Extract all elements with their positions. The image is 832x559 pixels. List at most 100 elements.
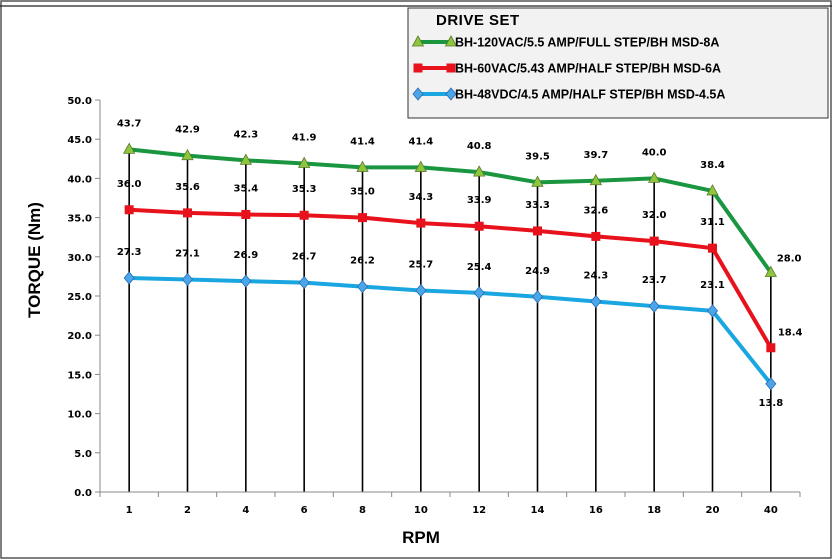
data-label: 27.1 — [175, 249, 200, 260]
data-label: 36.0 — [117, 179, 142, 190]
data-label: 40.0 — [642, 147, 667, 158]
data-label: 26.9 — [233, 250, 258, 261]
data-label: 25.4 — [467, 262, 492, 273]
series-3-point — [473, 286, 485, 300]
x-tick-label: 40 — [764, 505, 778, 516]
y-tick-label: 45.0 — [67, 135, 92, 146]
y-tick-label: 25.0 — [67, 292, 92, 303]
legend-label-1: BH-120VAC/5.5 AMP/FULL STEP/BH MSD-8A — [455, 36, 719, 50]
data-label: 24.9 — [525, 266, 550, 277]
data-label: 32.6 — [583, 205, 608, 216]
series-2-point — [474, 221, 484, 231]
legend-box — [407, 7, 829, 119]
series-3-point — [298, 276, 310, 290]
data-label: 26.7 — [292, 252, 317, 263]
data-label: 31.1 — [700, 217, 725, 228]
series-1-point — [297, 156, 311, 168]
x-tick-label: 14 — [531, 505, 545, 516]
y-tick-label: 10.0 — [67, 410, 92, 421]
data-label: 38.4 — [700, 160, 725, 171]
legend-items: BH-120VAC/5.5 AMP/FULL STEP/BH MSD-8A BH-… — [411, 35, 725, 102]
data-label: 35.0 — [350, 187, 375, 198]
legend-label-3: BH-48VDC/4.5 AMP/HALF STEP/BH MSD-4.5A — [455, 88, 725, 102]
series-2-point — [183, 208, 192, 218]
legend: DRIVE SET BH-120VAC/5.5 AMP/FULL STEP/BH… — [407, 7, 829, 119]
legend-marker-1 — [444, 35, 458, 47]
series-1-point — [764, 265, 778, 277]
legend-marker-2 — [446, 63, 456, 73]
x-tick-label: 8 — [359, 505, 366, 516]
series-1-point — [239, 153, 253, 165]
data-label: 39.5 — [525, 151, 550, 162]
series-2-point — [766, 343, 776, 353]
x-axis-title: RPM — [402, 528, 440, 547]
y-tick-label: 15.0 — [67, 370, 92, 381]
series-1-point — [181, 148, 194, 161]
data-label: 26.2 — [350, 256, 375, 267]
data-label: 39.7 — [583, 150, 608, 161]
series-line-1 — [128, 147, 773, 274]
y-axis-title: TORQUE (Nm) — [25, 202, 44, 318]
series-3-point — [531, 290, 544, 304]
series-1-point — [122, 142, 136, 154]
series-1-point — [472, 165, 486, 177]
y-tick-labels: 0.0 5.0 10.0 15.0 20.0 25.0 30.0 35.0 40.0 45.0 50… — [67, 96, 92, 499]
series-1-point — [356, 160, 369, 172]
data-label: 41.4 — [350, 136, 375, 147]
data-label: 33.9 — [467, 195, 492, 206]
data-label: 40.8 — [467, 141, 492, 152]
x-tick-label: 20 — [706, 505, 720, 516]
data-label: 18.4 — [778, 328, 803, 339]
legend-marker-3 — [445, 87, 457, 101]
x-tick-label: 6 — [301, 505, 308, 516]
series-3-point — [415, 283, 427, 298]
x-tick-label: 18 — [647, 505, 661, 516]
legend-label-2: BH-60VAC/5.43 AMP/HALF STEP/BH MSD-6A — [455, 62, 721, 76]
data-label: 35.6 — [175, 182, 200, 193]
y-tick-label: 35.0 — [67, 214, 92, 225]
legend-marker-2 — [413, 63, 423, 73]
data-label: 24.3 — [583, 270, 608, 281]
legend-title: DRIVE SET — [436, 12, 520, 29]
legend-marker-3 — [412, 87, 424, 101]
data-label: 32.0 — [642, 210, 667, 221]
data-label: 42.3 — [233, 129, 258, 140]
series-3-point — [765, 377, 777, 391]
series-2-point — [708, 243, 717, 253]
data-label: 27.3 — [117, 247, 142, 258]
data-label: 41.4 — [408, 136, 433, 147]
legend-marker-1 — [411, 35, 425, 47]
series-2-point — [649, 236, 659, 246]
series-2-point — [358, 213, 367, 223]
series-1-point — [647, 171, 661, 183]
data-label: 25.7 — [408, 260, 433, 271]
y-tick-label: 5.0 — [74, 449, 92, 460]
series-2-point — [416, 218, 426, 228]
data-label: 13.8 — [758, 398, 783, 409]
data-label: 35.4 — [233, 183, 258, 194]
series-layer — [122, 142, 778, 391]
drop-lines — [128, 147, 772, 492]
data-label: 33.3 — [525, 200, 550, 211]
series-3-point — [181, 272, 194, 287]
data-label: 23.1 — [700, 280, 725, 291]
data-label: 43.7 — [117, 118, 142, 129]
series-2-point — [591, 231, 601, 241]
series-3-point — [240, 274, 252, 288]
series-1-point — [706, 184, 719, 196]
x-tick-label: 1 — [126, 505, 133, 516]
y-tick-label: 40.0 — [67, 174, 92, 185]
series-2-point — [299, 210, 309, 220]
series-1-point — [531, 175, 544, 187]
series-1-point — [589, 173, 603, 186]
series-3-point — [648, 299, 660, 313]
x-tick-label: 12 — [472, 505, 486, 516]
x-tick-label: 2 — [184, 505, 191, 516]
x-tick-label: 10 — [414, 505, 428, 516]
data-labels: 43.7 42.9 42.3 41.9 41.4 41.4 40.8 39.5 39.7 40.0… — [117, 118, 803, 408]
data-label: 23.7 — [642, 275, 667, 286]
x-tick-labels: 1 2 4 6 8 10 12 14 16 18 20 40 — [126, 505, 778, 516]
